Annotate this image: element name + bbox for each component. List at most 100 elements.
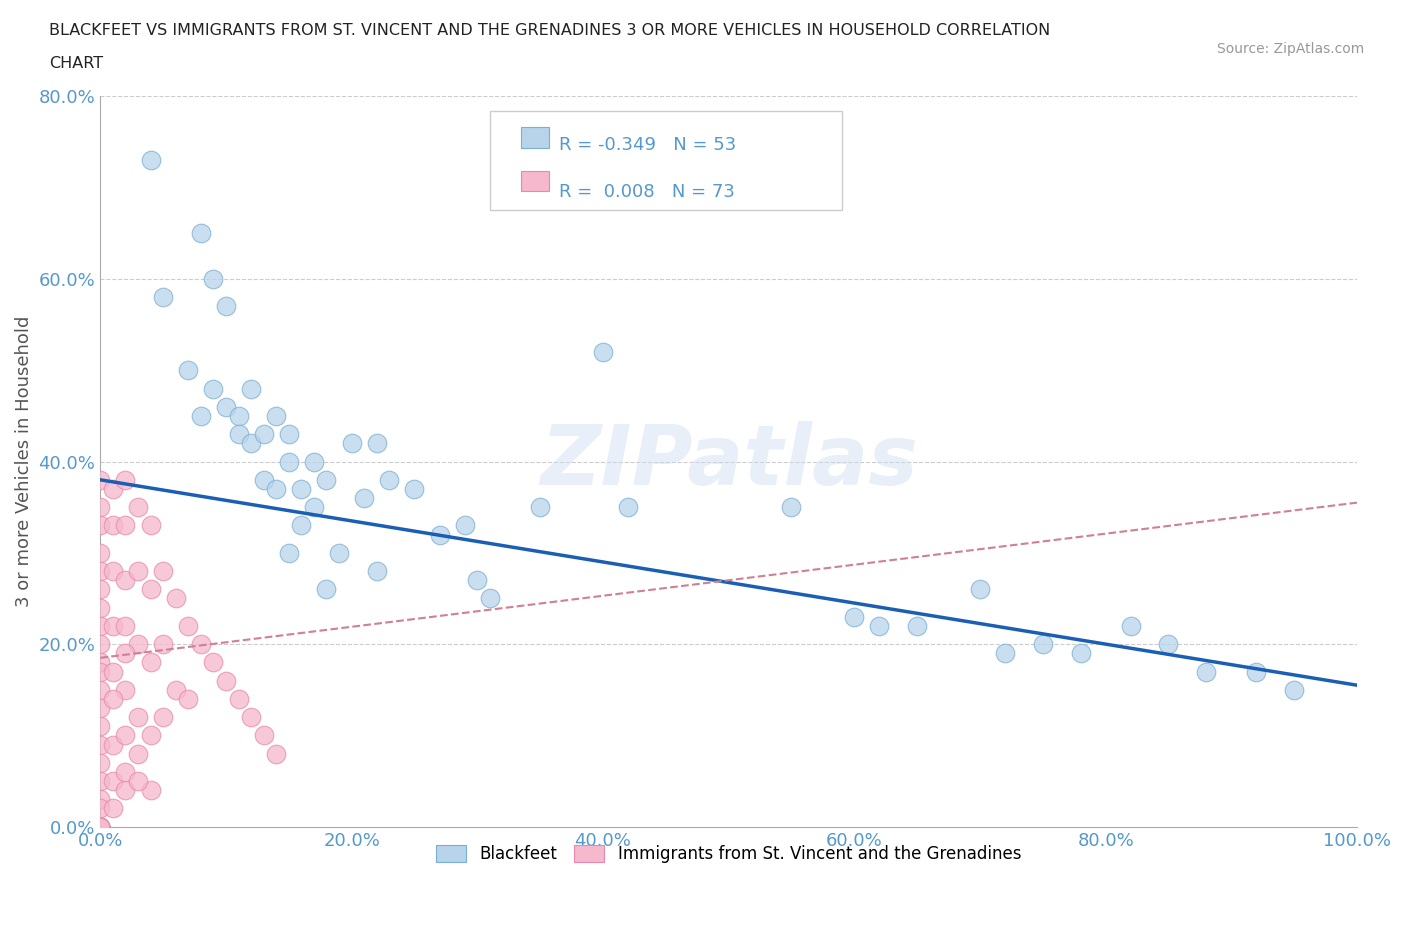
Point bbox=[190, 637, 212, 652]
Point bbox=[101, 518, 124, 533]
Point bbox=[277, 427, 299, 442]
Point bbox=[89, 700, 111, 715]
Point bbox=[429, 527, 451, 542]
Point bbox=[89, 819, 111, 834]
Point bbox=[89, 499, 111, 514]
Point bbox=[101, 774, 124, 789]
Point bbox=[89, 819, 111, 834]
Point bbox=[127, 637, 149, 652]
Text: R = -0.349   N = 53: R = -0.349 N = 53 bbox=[560, 136, 737, 154]
Point bbox=[465, 573, 488, 588]
Point bbox=[89, 819, 111, 834]
FancyBboxPatch shape bbox=[489, 111, 842, 209]
Point bbox=[228, 692, 250, 707]
Text: ZIPatlas: ZIPatlas bbox=[540, 421, 918, 502]
Point bbox=[89, 719, 111, 734]
Point bbox=[228, 427, 250, 442]
Point bbox=[529, 499, 551, 514]
Point bbox=[1070, 645, 1092, 660]
Point bbox=[89, 819, 111, 834]
Point bbox=[302, 454, 325, 469]
Point bbox=[202, 381, 225, 396]
Point bbox=[101, 692, 124, 707]
Point bbox=[101, 564, 124, 578]
Point bbox=[114, 518, 136, 533]
Point bbox=[277, 545, 299, 560]
Point bbox=[89, 801, 111, 816]
Text: R =  0.008   N = 73: R = 0.008 N = 73 bbox=[560, 182, 735, 201]
Bar bbox=[522, 171, 548, 192]
Point bbox=[101, 737, 124, 752]
Point bbox=[290, 482, 312, 497]
Point bbox=[994, 645, 1017, 660]
Point bbox=[139, 153, 162, 167]
Point bbox=[89, 518, 111, 533]
Point bbox=[1246, 664, 1268, 679]
Point bbox=[89, 472, 111, 487]
Point bbox=[592, 345, 614, 360]
Point bbox=[139, 783, 162, 798]
Point bbox=[264, 482, 287, 497]
Point bbox=[366, 564, 388, 578]
Point bbox=[89, 683, 111, 698]
Point bbox=[114, 783, 136, 798]
Point bbox=[315, 472, 337, 487]
Point bbox=[89, 819, 111, 834]
Point bbox=[315, 582, 337, 597]
Point bbox=[190, 408, 212, 423]
Point bbox=[378, 472, 401, 487]
Point bbox=[366, 436, 388, 451]
Point bbox=[89, 755, 111, 770]
Point bbox=[152, 637, 174, 652]
Point bbox=[114, 764, 136, 779]
Point bbox=[202, 272, 225, 286]
Y-axis label: 3 or more Vehicles in Household: 3 or more Vehicles in Household bbox=[15, 316, 32, 607]
Point bbox=[165, 683, 187, 698]
Point bbox=[89, 618, 111, 633]
Point bbox=[89, 819, 111, 834]
Point bbox=[165, 591, 187, 606]
Point bbox=[89, 582, 111, 597]
Point bbox=[89, 545, 111, 560]
Point bbox=[89, 819, 111, 834]
Point bbox=[454, 518, 477, 533]
Point bbox=[127, 499, 149, 514]
Point bbox=[290, 518, 312, 533]
Point bbox=[1032, 637, 1054, 652]
Legend: Blackfeet, Immigrants from St. Vincent and the Grenadines: Blackfeet, Immigrants from St. Vincent a… bbox=[430, 838, 1028, 870]
Point bbox=[215, 399, 238, 414]
Point bbox=[89, 819, 111, 834]
Point bbox=[478, 591, 501, 606]
Text: BLACKFEET VS IMMIGRANTS FROM ST. VINCENT AND THE GRENADINES 3 OR MORE VEHICLES I: BLACKFEET VS IMMIGRANTS FROM ST. VINCENT… bbox=[49, 23, 1050, 38]
Point bbox=[127, 710, 149, 724]
Point bbox=[127, 564, 149, 578]
Point bbox=[101, 664, 124, 679]
Point bbox=[152, 710, 174, 724]
Point bbox=[617, 499, 640, 514]
Point bbox=[202, 655, 225, 670]
Point bbox=[240, 381, 263, 396]
Point bbox=[89, 737, 111, 752]
Point bbox=[215, 299, 238, 313]
Point bbox=[277, 454, 299, 469]
Point bbox=[253, 728, 276, 743]
Point bbox=[89, 819, 111, 834]
Point bbox=[139, 728, 162, 743]
Point bbox=[139, 582, 162, 597]
Bar bbox=[522, 127, 548, 148]
Point bbox=[114, 573, 136, 588]
Point bbox=[89, 564, 111, 578]
Point bbox=[177, 363, 200, 378]
Point bbox=[1157, 637, 1180, 652]
Point bbox=[114, 728, 136, 743]
Point bbox=[969, 582, 991, 597]
Point bbox=[905, 618, 928, 633]
Point bbox=[139, 655, 162, 670]
Point bbox=[101, 801, 124, 816]
Point bbox=[215, 673, 238, 688]
Point bbox=[101, 618, 124, 633]
Point bbox=[264, 408, 287, 423]
Point bbox=[1282, 683, 1305, 698]
Point bbox=[780, 499, 803, 514]
Point bbox=[152, 290, 174, 305]
